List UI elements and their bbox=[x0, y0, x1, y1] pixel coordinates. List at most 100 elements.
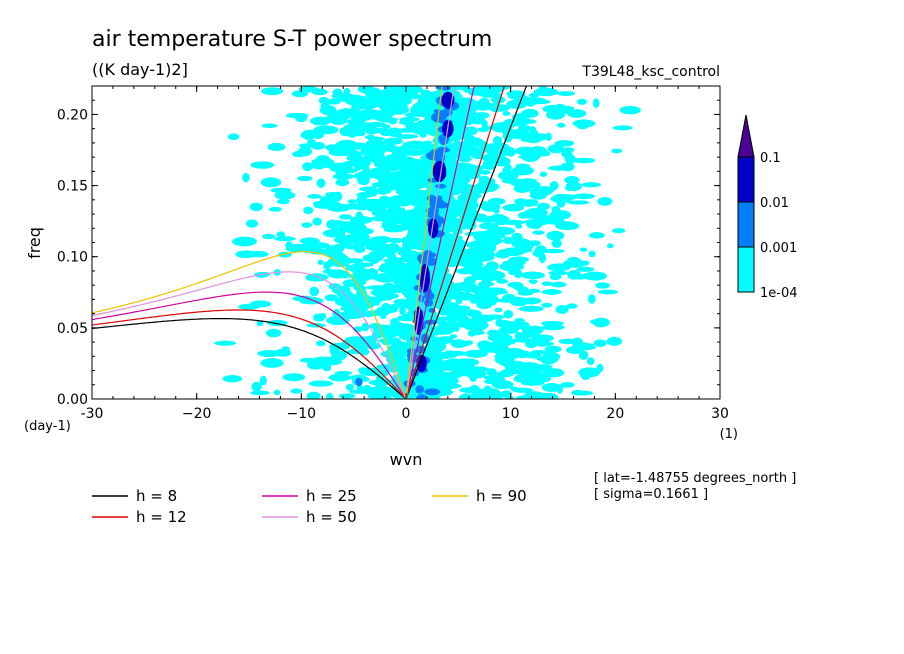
contour-cell bbox=[315, 340, 326, 347]
contour-cell bbox=[454, 358, 480, 367]
contour-cell bbox=[541, 248, 565, 254]
contour-cell bbox=[564, 176, 580, 185]
contour-cell bbox=[544, 345, 562, 353]
y-tick-label: 0.10 bbox=[57, 250, 88, 266]
contour-cell bbox=[328, 149, 353, 157]
contour-cell bbox=[311, 356, 337, 365]
contour-cell bbox=[507, 281, 524, 288]
contour-cell bbox=[538, 392, 559, 399]
contour-cell bbox=[261, 123, 278, 129]
contour-cell bbox=[354, 130, 366, 137]
contour-blob bbox=[427, 218, 439, 239]
contour-cell bbox=[547, 263, 571, 272]
contour-cell bbox=[453, 259, 473, 266]
contour-cell bbox=[436, 146, 451, 153]
contour-cell bbox=[404, 112, 418, 118]
contour-cell bbox=[550, 281, 567, 288]
contour-cell bbox=[487, 333, 513, 343]
contour-cell bbox=[403, 272, 421, 281]
legend: h = 8 h = 12 h = 25 h = 50 h = 90 bbox=[92, 487, 527, 526]
contour-cell bbox=[471, 240, 492, 246]
contour-cell bbox=[500, 390, 512, 398]
contour-cell bbox=[528, 288, 541, 294]
y-tick-label: 0.15 bbox=[57, 179, 88, 195]
contour-cell bbox=[588, 294, 596, 304]
contour-cell bbox=[493, 208, 500, 214]
contour-cell bbox=[467, 265, 480, 271]
contour-cell bbox=[469, 372, 478, 382]
contour-cell bbox=[364, 335, 376, 341]
kelvin-line bbox=[405, 86, 528, 399]
contour-cell bbox=[465, 320, 489, 331]
contour-cell bbox=[328, 257, 352, 264]
contour-cell bbox=[330, 117, 347, 126]
contour-cell bbox=[606, 336, 623, 346]
contour-cell bbox=[425, 151, 440, 161]
contour-cell bbox=[412, 216, 427, 226]
contour-cell bbox=[307, 194, 322, 199]
contour-cell bbox=[487, 197, 506, 205]
contour-cell bbox=[309, 286, 320, 297]
contour-cell bbox=[285, 243, 308, 253]
contour-cell bbox=[477, 127, 490, 133]
contour-cell bbox=[326, 392, 334, 399]
contour-cell bbox=[385, 173, 405, 181]
x-unit-label: (1) bbox=[720, 427, 738, 442]
contour-cell bbox=[311, 160, 326, 170]
contour-cell bbox=[565, 181, 582, 192]
contour-cell bbox=[352, 262, 374, 268]
contour-cell bbox=[572, 193, 595, 200]
contour-cell bbox=[436, 262, 455, 268]
contour-cell bbox=[522, 135, 547, 142]
contour-cell bbox=[519, 178, 537, 184]
contour-cell bbox=[249, 202, 263, 212]
contour-cell bbox=[545, 110, 566, 120]
contour-cell bbox=[514, 317, 525, 324]
contour-cell bbox=[418, 167, 430, 172]
contour-cell bbox=[447, 291, 464, 297]
contour-cell bbox=[525, 325, 544, 335]
contour-cell bbox=[324, 294, 339, 302]
contour-cell bbox=[586, 357, 595, 366]
y-tick-label: 0.00 bbox=[57, 392, 88, 408]
contour-cell bbox=[361, 322, 370, 332]
contour-cell bbox=[441, 241, 455, 247]
contour-cell bbox=[348, 232, 370, 241]
contour-cell bbox=[466, 164, 477, 171]
contour-cell bbox=[397, 281, 409, 288]
x-axis-label: wvn bbox=[390, 450, 423, 469]
contour-cell bbox=[357, 240, 364, 247]
contour-cell bbox=[424, 291, 435, 301]
contour-cell bbox=[470, 87, 495, 97]
contour-cell bbox=[365, 121, 387, 128]
contour-cell bbox=[541, 324, 565, 331]
contour-cell bbox=[502, 111, 511, 116]
contour-cell bbox=[612, 125, 633, 131]
contour-cell bbox=[340, 310, 365, 320]
contour-cell bbox=[412, 205, 424, 214]
contour-cell bbox=[353, 202, 370, 211]
contour-cell bbox=[518, 305, 544, 312]
contour-cell bbox=[349, 147, 357, 155]
contour-cell bbox=[611, 148, 623, 154]
contour-cell bbox=[316, 178, 326, 188]
contour-cell bbox=[373, 247, 389, 254]
contour-cell bbox=[472, 231, 490, 237]
contour-cell bbox=[383, 202, 395, 209]
contour-cell bbox=[581, 182, 602, 188]
contour-cell bbox=[465, 309, 482, 318]
legend-label: h = 8 bbox=[136, 487, 177, 505]
contour-cell bbox=[524, 98, 537, 107]
contour-cell bbox=[429, 90, 444, 97]
contour-cell bbox=[494, 251, 511, 259]
contour-cell bbox=[331, 285, 351, 295]
contour-cell bbox=[541, 302, 553, 308]
contour-cell bbox=[389, 237, 403, 244]
contour-cell bbox=[502, 203, 525, 212]
contour-cell bbox=[386, 242, 400, 253]
contour-cell bbox=[265, 328, 282, 338]
contour-cell bbox=[480, 170, 491, 175]
contour-cell bbox=[325, 191, 341, 197]
contour-cell bbox=[462, 148, 476, 155]
contour-cell bbox=[539, 171, 548, 177]
